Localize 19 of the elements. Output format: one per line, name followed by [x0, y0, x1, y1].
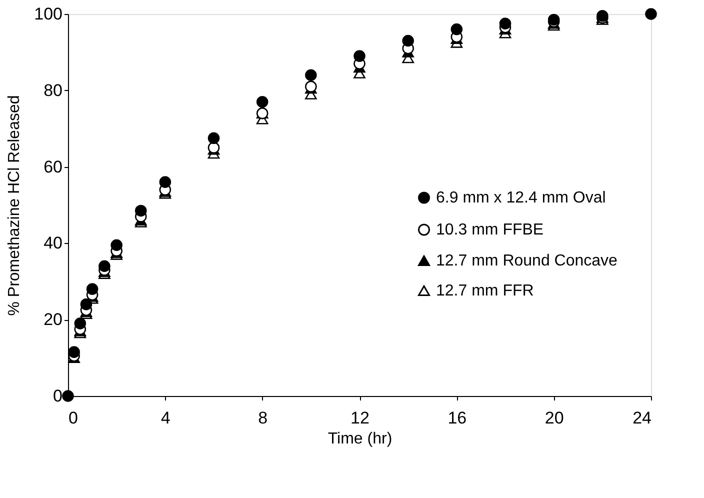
x-axis-title: Time (hr): [328, 430, 392, 448]
y-axis-title: % Promethazine HCl Released: [6, 95, 24, 316]
y-tick-label: 80: [44, 80, 62, 100]
x-tick-label: 16: [448, 408, 467, 428]
y-tick-label: 60: [44, 157, 62, 176]
x-tick-label: 24: [632, 408, 652, 428]
y-tick-label: 100: [34, 4, 62, 24]
legend-label: 10.3 mm FFBE: [436, 222, 544, 239]
legend-label: 12.7 mm FFR: [436, 282, 534, 300]
x-tick-label: 4: [160, 408, 170, 428]
x-tick-label: 8: [258, 408, 268, 428]
x-tick-label: 0: [68, 408, 78, 428]
legend-label: 12.7 mm Round Concave: [436, 252, 618, 270]
y-tick-label: 0: [53, 386, 62, 406]
legend-label: 6.9 mm x 12.4 mm Oval: [436, 190, 606, 207]
x-tick-label: 20: [544, 408, 564, 428]
x-tick-label: 12: [350, 408, 370, 428]
y-tick-label: 40: [44, 234, 62, 253]
y-tick-label: 20: [44, 310, 62, 330]
